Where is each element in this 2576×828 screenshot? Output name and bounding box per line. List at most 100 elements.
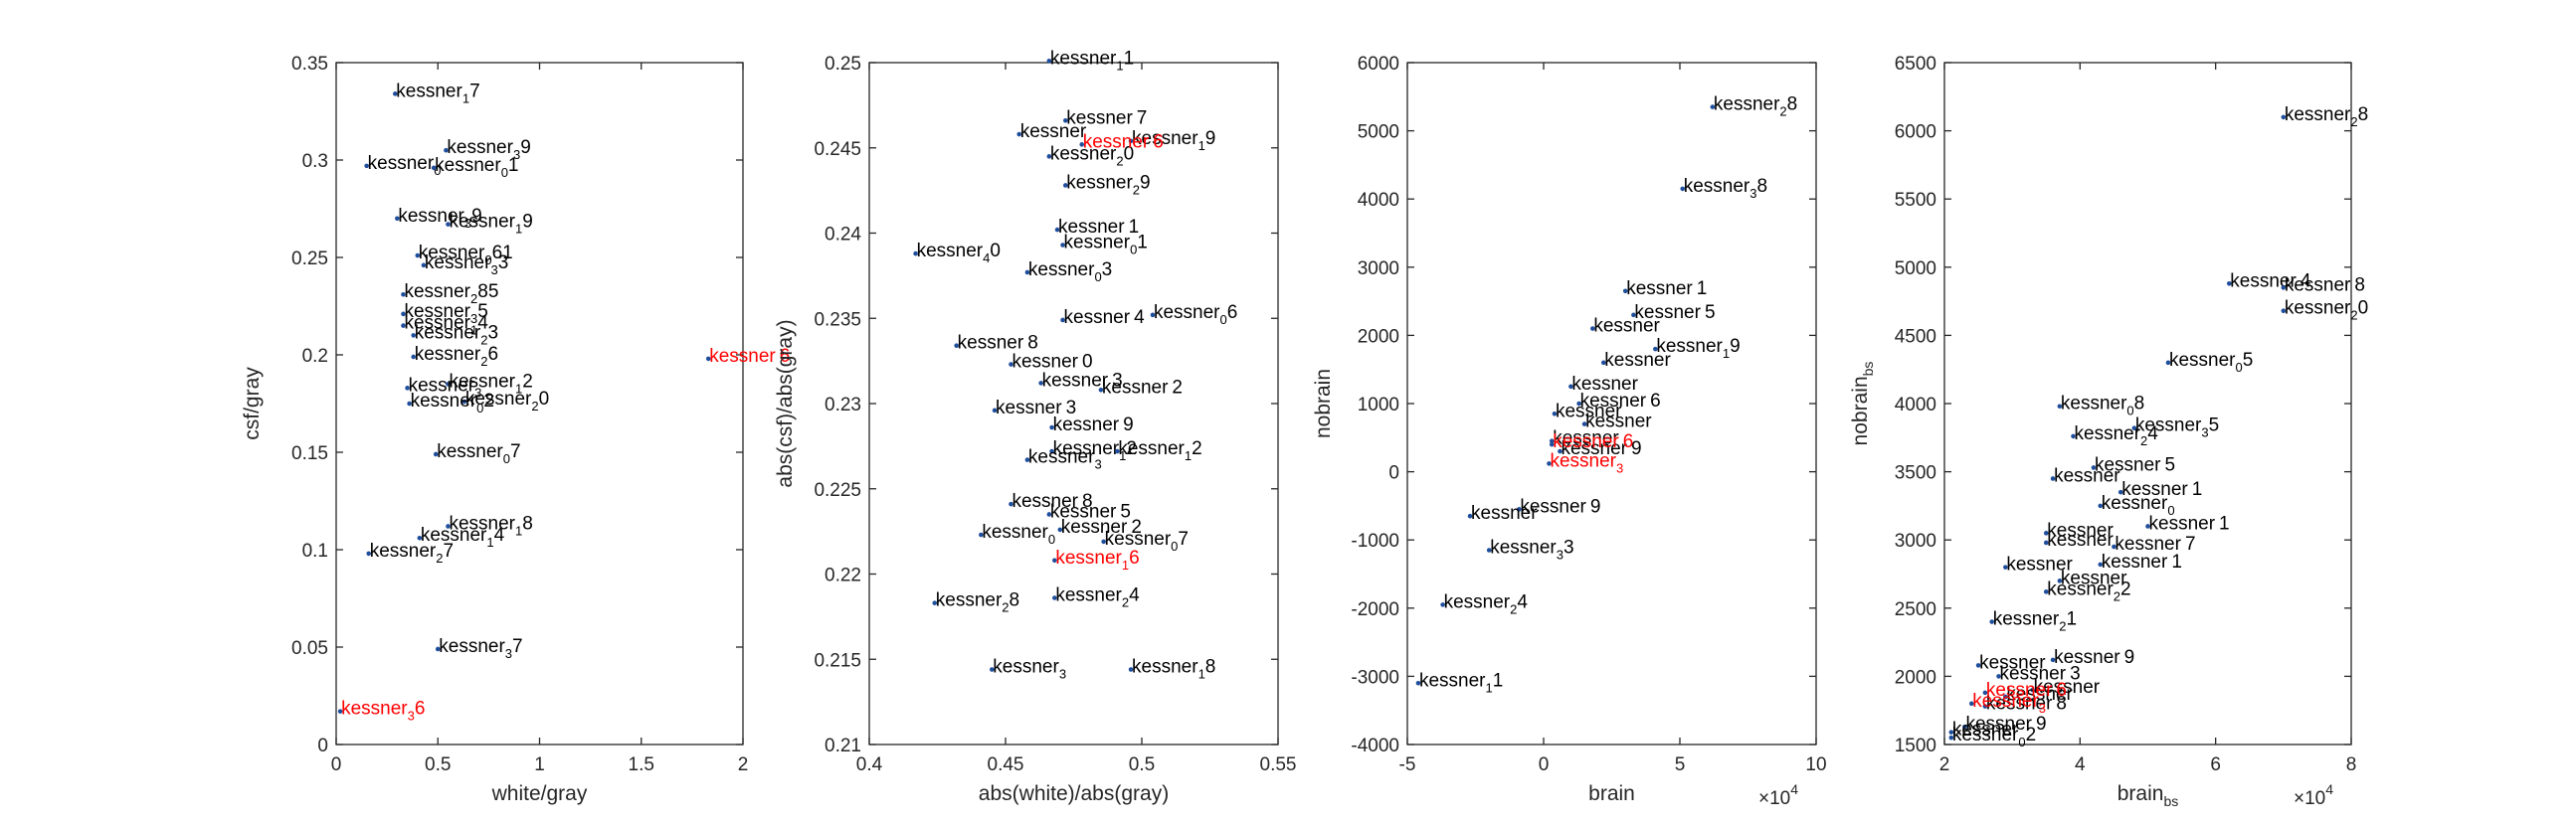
point-label: kessner28 [1714,94,1797,119]
data-point [407,401,412,407]
data-point [1680,186,1686,192]
point-label: kessner28 [2285,104,2368,129]
point-label: kessner [2061,568,2127,588]
y-tick-label: 0.35 [291,54,328,75]
data-point [417,535,423,541]
data-point [1989,619,1995,624]
point-label: kessner39 [398,206,481,231]
y-tick-label: 4500 [1895,326,1936,347]
data-point [954,343,959,348]
y-tick-label: 2000 [1895,667,1936,688]
point-label: kessner 7 [2115,534,2195,555]
y-tick-label: 6500 [1895,54,1936,75]
point-label: kessner40 [917,241,1001,265]
point-label: kessner38 [1684,176,1767,201]
point-label: kessner12 [449,371,532,396]
data-point [1982,704,1988,709]
point-label: kessner18 [1132,657,1215,682]
point-label: kessner14 [404,313,488,338]
data-point [1590,326,1595,331]
point-label: kessner12 [1053,438,1137,463]
subplot-1: 0 0.5 1 1.5 2 0 0.05 0.1 0.15 0.2 0.25 0.3 0.35 white… [241,54,790,805]
point-label: kessner 8 [1012,491,1092,512]
y-tick-label: 0.2 [302,346,328,367]
data-point [405,386,410,391]
point-label: kessner 9 [1520,496,1600,517]
y-tick-label: 5500 [1895,190,1936,211]
x-tick-label: 0 [331,754,342,775]
point-label: kessner26 [415,344,498,369]
y-tick-label: -1000 [1351,531,1399,552]
data-point [435,646,441,652]
point-label: kessner03 [1028,259,1112,284]
point-label: kessner [1979,652,2046,673]
subplot-3: -5 0 5 10 -4000 -3000 -2000 -1000 0 1000 2000 3000 4… [1312,54,1827,809]
y-tick-label: -4000 [1351,736,1399,756]
x-tick-label: 2 [738,754,749,775]
x-tick-label: 0.55 [1260,754,1297,775]
point-label: kessner24 [1055,585,1140,610]
x-tick-label: 0.4 [856,754,883,775]
data-point [1038,381,1043,386]
point-label: kessner19 [1132,128,1215,153]
data-point [421,262,427,268]
point-label: kessner19 [1656,336,1740,361]
data-point [913,250,918,256]
y-tick-label: 6000 [1358,54,1399,75]
data-point [1975,663,1981,668]
y-tick-label: 0.22 [825,566,861,586]
data-point [1653,346,1658,352]
x-tick-label: 4 [2075,754,2086,775]
data-point [1009,362,1013,367]
point-label: kessner37 [439,636,522,661]
data-point [2227,280,2232,286]
data-point [1968,701,1974,707]
data-point [1060,243,1065,248]
x-axis-label: white/gray [491,782,588,805]
point-label: kessner061 [419,243,513,267]
point-label: kessner 1 [2102,552,2182,573]
point-label: kessner02 [1952,725,2036,749]
y-tick-label: 0 [317,736,328,756]
x-axis-label: brain [1588,782,1635,805]
y-tick-label: 3000 [1895,531,1936,552]
point-label: kessner0 [982,522,1055,547]
point-label: kessner29 [1066,172,1150,197]
data-point [1982,690,1988,696]
data-point [2003,694,2008,700]
point-label: kessner [1952,720,2019,741]
data-point [932,600,938,605]
data-point [444,147,449,153]
point-label: kessner 9 [2054,647,2134,668]
data-point [1415,680,1421,686]
data-point [1024,457,1030,462]
data-point [415,252,421,258]
data-point [992,408,998,414]
data-point [401,291,406,297]
point-label: kessner3 [1972,691,2046,716]
point-label: kessner18 [449,513,532,538]
data-point [2043,589,2049,594]
data-point [2281,308,2287,314]
y-axis-label: nobrain [1312,369,1335,438]
point-label: kessner06 [1154,302,1237,327]
point-label: kessner 5 [1634,302,1715,323]
point-label: kessner39 [447,137,530,162]
point-label: kessner [1593,316,1660,337]
data-point [2112,544,2116,550]
data-point [1568,384,1573,390]
data-point [2098,503,2104,509]
y-tick-label: -3000 [1351,667,1399,688]
y-axis-label: nobrainbs [1849,362,1876,446]
data-point [2043,531,2049,536]
point-label: kessner33 [425,252,508,277]
data-point [1046,154,1052,159]
point-label: kessner36 [341,699,425,724]
point-label: kessner 1 [2149,513,2230,534]
point-label: kessner [1585,412,1652,432]
point-label: kessner [2047,520,2114,541]
y-tick-label: 0.245 [814,139,861,160]
point-label: kessner 7 [1066,107,1147,128]
data-point [1948,730,1954,735]
data-point [1552,411,1558,416]
